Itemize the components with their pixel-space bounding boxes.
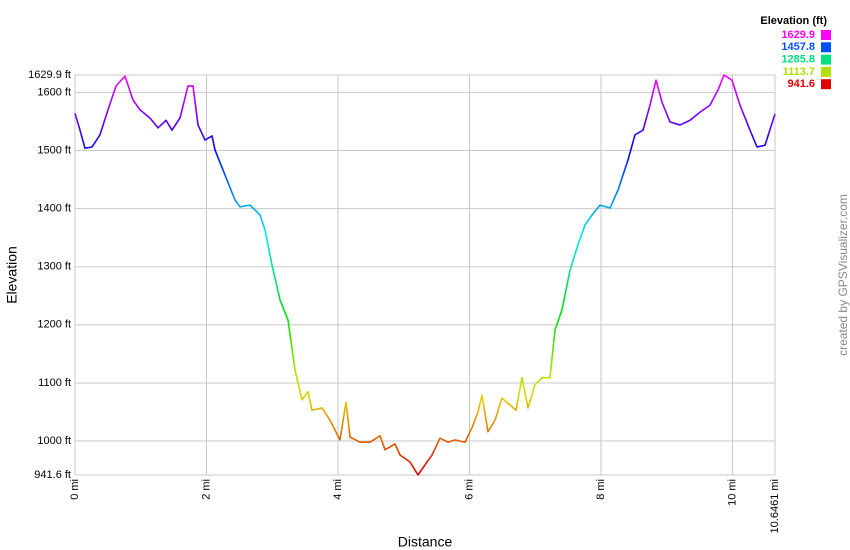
legend-label: 1457.8 bbox=[781, 41, 815, 53]
x-tick-label: 8 mi bbox=[595, 479, 607, 500]
legend-swatch bbox=[821, 66, 831, 77]
legend-label: 941.6 bbox=[787, 78, 815, 90]
y-tick-label: 941.6 ft bbox=[34, 469, 71, 481]
legend-swatch bbox=[821, 54, 831, 65]
y-tick-label: 1300 ft bbox=[37, 261, 71, 273]
y-tick-label: 1400 ft bbox=[37, 203, 71, 215]
y-tick-label: 1200 ft bbox=[37, 319, 71, 331]
x-tick-label: 4 mi bbox=[332, 479, 344, 500]
elevation-line bbox=[74, 74, 776, 476]
y-axis-title: Elevation bbox=[4, 246, 20, 304]
legend-label: 1629.9 bbox=[781, 29, 815, 41]
legend-label: 1285.8 bbox=[781, 54, 815, 66]
x-tick-label: 0 mi bbox=[69, 479, 81, 500]
y-tick-label: 1000 ft bbox=[37, 435, 71, 447]
y-tick-label: 1500 ft bbox=[37, 144, 71, 156]
legend-label: 1113.7 bbox=[783, 66, 815, 78]
legend-title: Elevation (ft) bbox=[760, 15, 827, 27]
credit: created by GPSVisualizer.com bbox=[836, 194, 850, 356]
x-tick-label: 10.6461 mi bbox=[769, 479, 781, 533]
x-tick-label: 2 mi bbox=[200, 479, 212, 500]
y-tick-label: 1100 ft bbox=[38, 377, 71, 389]
x-tick-label: 10 mi bbox=[726, 479, 738, 506]
y-tick-label: 1600 ft bbox=[37, 86, 71, 98]
legend-swatch bbox=[821, 30, 831, 40]
y-tick-label: 1629.9 ft bbox=[28, 69, 71, 81]
legend-swatch bbox=[821, 42, 831, 53]
x-axis-title: Distance bbox=[398, 534, 453, 550]
legend-swatch bbox=[821, 79, 831, 90]
x-tick-label: 6 mi bbox=[463, 479, 475, 500]
